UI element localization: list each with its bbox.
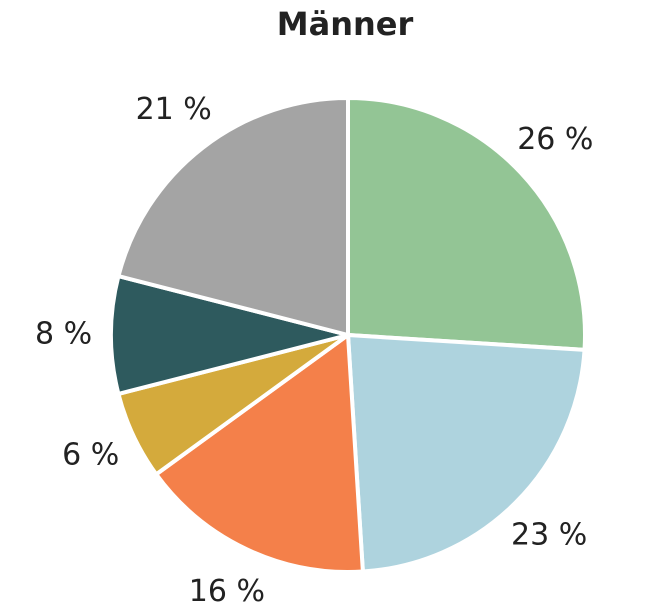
- slice-label: 6 %: [62, 438, 119, 473]
- chart-title: Männer: [277, 5, 414, 43]
- slice-label: 23 %: [511, 518, 587, 553]
- slice-label: 26 %: [517, 122, 593, 157]
- pie-slice: [116, 95, 350, 338]
- pie-slice: [153, 331, 366, 574]
- pie-slice: [346, 95, 587, 353]
- slice-label: 21 %: [136, 92, 212, 127]
- slice-label: 16 %: [189, 574, 265, 608]
- pie-slice: [109, 273, 349, 397]
- slice-label: 8 %: [35, 317, 92, 352]
- pie-slice: [345, 332, 587, 574]
